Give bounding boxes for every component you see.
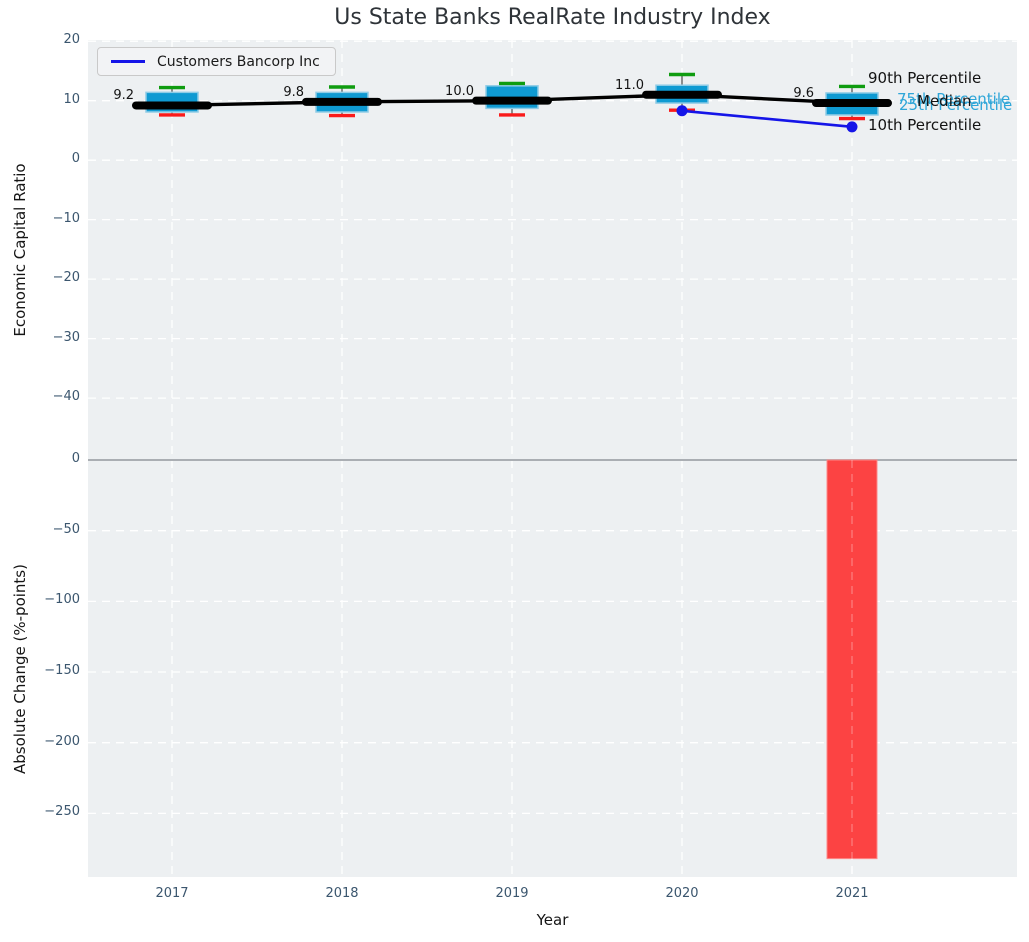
top-y-tick-label: −30 — [18, 330, 80, 345]
bottom-y-tick-label: −150 — [18, 663, 80, 678]
bottom-y-tick-label: 0 — [18, 451, 80, 466]
x-tick-label: 2020 — [647, 886, 717, 901]
x-tick-label: 2017 — [137, 886, 207, 901]
x-tick-label: 2018 — [307, 886, 377, 901]
legend: Customers Bancorp Inc — [97, 47, 336, 76]
bottom-y-tick-label: −250 — [18, 804, 80, 819]
median-value-label: 9.2 — [90, 88, 134, 103]
median-value-label: 10.0 — [430, 84, 474, 99]
figure: Us State Banks RealRate Industry Index E… — [0, 0, 1029, 942]
legend-label: Customers Bancorp Inc — [157, 54, 320, 70]
top-y-tick-label: −40 — [18, 389, 80, 404]
annotation-10th-percentile: 10th Percentile — [868, 116, 981, 134]
company-point-2020 — [677, 105, 688, 116]
bottom-y-tick-label: −50 — [18, 522, 80, 537]
bottom-y-tick-label: −200 — [18, 734, 80, 749]
annotation-90th-percentile: 90th Percentile — [868, 69, 981, 87]
top-y-axis-label: Economic Capital Ratio — [11, 90, 33, 410]
top-y-tick-label: 0 — [18, 151, 80, 166]
top-y-tick-label: −20 — [18, 270, 80, 285]
chart-title: Us State Banks RealRate Industry Index — [88, 5, 1017, 30]
bottom-y-tick-label: −100 — [18, 592, 80, 607]
x-tick-label: 2019 — [477, 886, 547, 901]
legend-line-sample-icon — [111, 60, 145, 63]
x-tick-label: 2021 — [817, 886, 887, 901]
top-y-tick-label: −10 — [18, 211, 80, 226]
top-y-tick-label: 10 — [18, 92, 80, 107]
x-axis-label: Year — [88, 911, 1017, 929]
company-point-2021 — [847, 121, 858, 132]
chart-canvas — [0, 0, 1029, 942]
median-value-label: 9.6 — [770, 86, 814, 101]
annotation-median: Median — [917, 92, 972, 110]
median-value-label: 9.8 — [260, 85, 304, 100]
median-value-label: 11.0 — [600, 78, 644, 93]
top-y-tick-label: 20 — [18, 32, 80, 47]
